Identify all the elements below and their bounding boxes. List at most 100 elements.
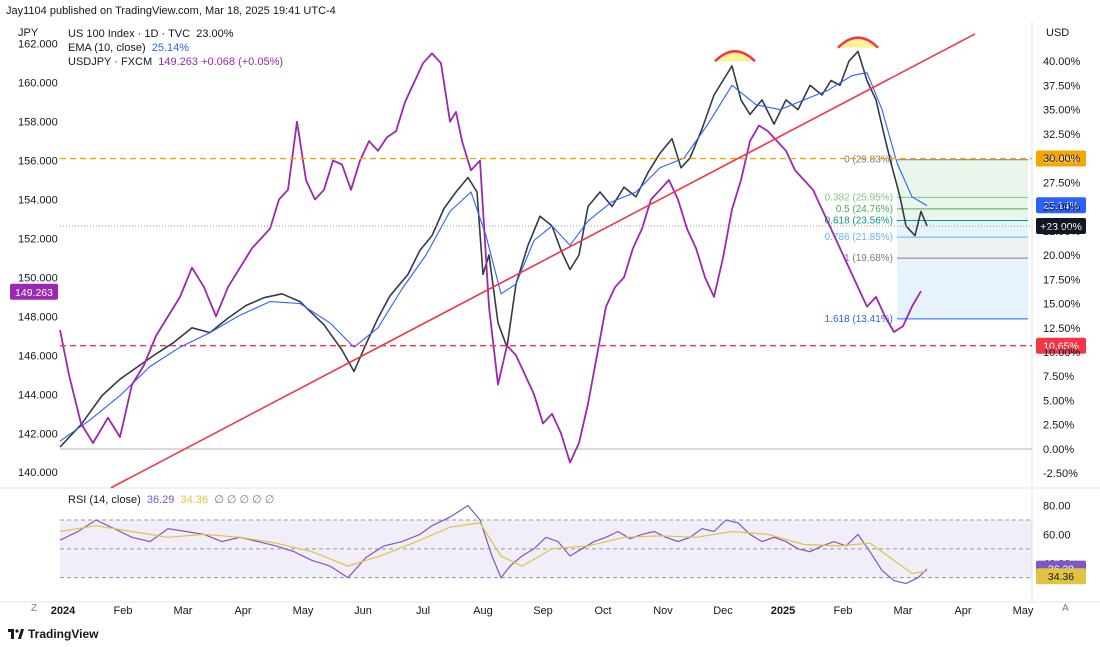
fib-zone-band: [897, 159, 1028, 198]
series-layer: [59, 50, 928, 464]
fib-level-label: 1.618 (13.41%): [825, 314, 893, 325]
time-axis-label: Feb: [834, 605, 853, 617]
right-axis-tick: 7.50%: [1043, 371, 1074, 383]
series-line-2: [59, 52, 922, 464]
right-axis-tick: 27.50%: [1043, 177, 1081, 189]
auto-scale-marker[interactable]: A: [1062, 603, 1069, 614]
rsi-series-1: [59, 522, 928, 575]
rsi-legend[interactable]: RSI (14, close) 36.29 34.36 ∅ ∅ ∅ ∅ ∅: [68, 493, 274, 506]
legend-label-nasdaq: US 100 Index · 1D · TVC: [68, 28, 191, 40]
time-axis-label: Apr: [234, 605, 251, 617]
right-axis-tick: -2.50%: [1043, 468, 1078, 480]
left-axis-tick: 156.000: [18, 156, 58, 168]
tradingview-brand: TradingView: [28, 627, 99, 641]
right-axis-tick: 15.00%: [1043, 299, 1081, 311]
time-axis-label: Mar: [894, 605, 913, 617]
fib-level-label: 1 (19.68%): [844, 253, 893, 264]
annotation-layer: 29.95% 25.14% +23.00% 10.65% 149.263: [10, 33, 1086, 489]
chart-svg[interactable]: 0 (29.83%) 0.382 (25.95%)0.5 (24.76%)0.61…: [0, 22, 1100, 622]
left-price-tag-label: 149.263: [15, 287, 53, 299]
rsi-label: RSI (14, close): [68, 494, 141, 506]
time-axis-label: Apr: [954, 605, 971, 617]
right-axis-tick: 20.00%: [1043, 250, 1081, 262]
right-axis-tick: 25.00%: [1043, 202, 1081, 214]
right-price-tag-label: 29.95%: [1043, 154, 1079, 166]
right-price-tag-label: +23.00%: [1040, 221, 1082, 233]
fib-level-label: 0.5 (24.76%): [836, 204, 893, 215]
rsi-axis-tick: 60.00: [1043, 529, 1071, 541]
left-axis-tick: 144.000: [18, 389, 58, 401]
right-price-tag: [1036, 197, 1086, 214]
legend-row-ema[interactable]: EMA (10, close) 25.14%: [68, 41, 283, 55]
time-axis-label: Aug: [473, 605, 493, 617]
time-axis-label: Dec: [713, 605, 733, 617]
rsi-value-tag: [1036, 568, 1086, 585]
right-axis-tick: 22.50%: [1043, 226, 1081, 238]
tradingview-footer[interactable]: TradingView: [8, 627, 98, 641]
fib-zone-band: [897, 258, 1028, 319]
time-axis-label: Oct: [594, 605, 611, 617]
right-axis-tick: 37.50%: [1043, 80, 1081, 92]
peak-arc-1: [714, 50, 756, 63]
time-axis-label: 2025: [771, 605, 795, 617]
fib-level-label: 0.382 (25.95%): [825, 192, 893, 203]
legend-value-usdjpy: 149.263 +0.068 (+0.05%): [158, 56, 284, 68]
fib-zone-band: [897, 237, 1028, 259]
tradingview-logo-icon: [8, 629, 24, 639]
chart-frame[interactable]: 0 (29.83%) 0.382 (25.95%) 0.5 (24.76%) 0.61…: [0, 22, 1100, 622]
right-price-tag-label: 10.65%: [1043, 341, 1079, 353]
fib-level-label: 0.618 (23.56%): [825, 216, 893, 227]
fib-level-label: 0 (29.83%): [844, 155, 893, 166]
fib-zone-band: [897, 220, 1028, 238]
fib-zone-band: [897, 197, 1028, 209]
time-axis-label: Mar: [174, 605, 193, 617]
legend-label-usdjpy: USDJPY · FXCM: [68, 56, 153, 68]
left-axis-tick: 160.000: [18, 78, 58, 90]
chart-background: [0, 22, 1100, 622]
left-axis-tick: 148.000: [18, 311, 58, 323]
time-axis-label: Jun: [354, 605, 372, 617]
left-axis-tick: 150.000: [18, 272, 58, 284]
left-axis-title: JPY: [18, 27, 39, 39]
left-axis-tick: 162.000: [18, 39, 58, 51]
fib-zone-band: [897, 208, 1028, 221]
right-axis-tick: 32.50%: [1043, 129, 1081, 141]
rsi-extra: ∅ ∅ ∅ ∅ ∅: [214, 494, 275, 506]
right-axis-tick: 35.00%: [1043, 105, 1081, 117]
zoom-reset-marker[interactable]: Z: [31, 603, 38, 614]
legend-row-nasdaq[interactable]: US 100 Index · 1D · TVC 23.00%: [68, 27, 283, 41]
rsi-axis-tick: 80.00: [1043, 501, 1071, 513]
time-axis-label: Feb: [114, 605, 133, 617]
left-price-tag: [10, 283, 58, 300]
trendline: [110, 33, 976, 489]
right-axis-tick: 2.50%: [1043, 420, 1074, 432]
right-price-tag: [1036, 337, 1086, 354]
left-axis-tick: 140.000: [18, 467, 58, 479]
legend-row-usdjpy[interactable]: USDJPY · FXCM 149.263 +0.068 (+0.05%): [68, 55, 283, 69]
time-axis-label: May: [1013, 605, 1034, 617]
time-axis-label: May: [293, 605, 314, 617]
series-line-0: [59, 50, 928, 448]
left-axis-tick: 154.000: [18, 195, 58, 207]
rsi-value-tag-label: 34.36: [1048, 571, 1074, 583]
right-price-tag-label: 25.14%: [1043, 200, 1079, 212]
left-axis-tick: 142.000: [18, 428, 58, 440]
series-line-1: [59, 72, 928, 442]
right-axis-tick: 40.00%: [1043, 56, 1081, 68]
axis-layer: 162.000 160.000 158.000 156.000 154.000 152.0…: [18, 39, 1081, 617]
left-axis-tick: 152.000: [18, 233, 58, 245]
legend-value-ema: 25.14%: [151, 42, 190, 54]
rsi-value: 36.29: [146, 494, 175, 506]
time-axis-label: Jul: [416, 605, 430, 617]
right-axis-tick: 12.50%: [1043, 323, 1081, 335]
right-axis-tick: 30.00%: [1043, 153, 1081, 165]
chart-legend: US 100 Index · 1D · TVC 23.00% EMA (10, …: [68, 27, 283, 69]
time-axis-label: 2024: [51, 605, 76, 617]
left-axis-tick: 158.000: [18, 117, 58, 129]
left-axis-tick: 146.000: [18, 350, 58, 362]
right-axis-tick: 10.00%: [1043, 347, 1081, 359]
peak-arc-2: [837, 36, 879, 49]
main-grid: [0, 22, 1100, 603]
legend-label-ema: EMA (10, close): [68, 42, 146, 54]
